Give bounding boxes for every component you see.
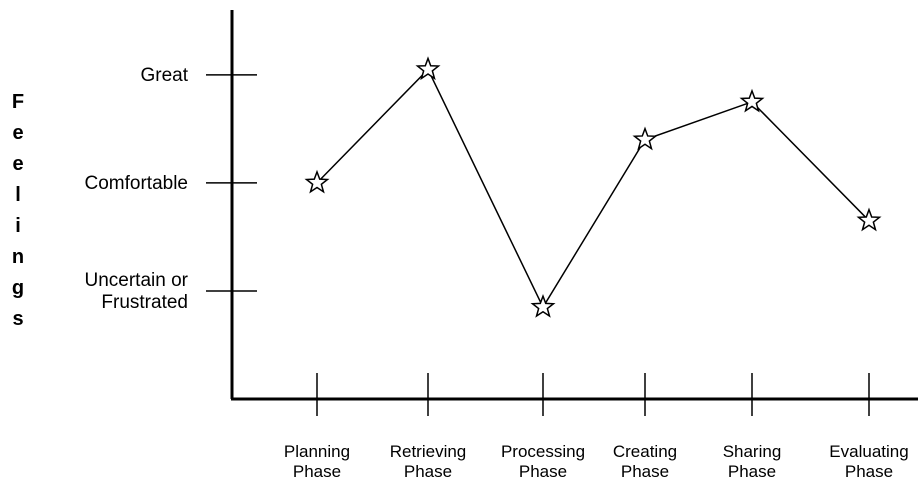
x-tick-label: Creating bbox=[613, 442, 677, 461]
axes bbox=[230, 10, 918, 401]
y-axis-label-letter: s bbox=[12, 308, 23, 330]
x-tick-label: Phase bbox=[621, 462, 669, 481]
data-point-star bbox=[304, 169, 330, 194]
y-axis-label-letter: e bbox=[12, 122, 23, 144]
y-axis-label-letter: F bbox=[12, 91, 24, 113]
y-axis-label-letter: n bbox=[12, 246, 24, 268]
y-tick-label: Great bbox=[140, 65, 188, 86]
x-axis-ticks: PlanningPhaseRetrievingPhaseProcessingPh… bbox=[284, 373, 909, 481]
y-axis-label-letter: i bbox=[15, 215, 21, 237]
y-axis-label-letter: g bbox=[12, 277, 24, 299]
y-tick-label: Frustrated bbox=[101, 292, 188, 313]
y-axis-label-letter: l bbox=[15, 184, 21, 206]
data-point-star bbox=[530, 293, 556, 318]
x-tick-label: Phase bbox=[728, 462, 776, 481]
x-tick-label: Retrieving bbox=[390, 442, 467, 461]
x-tick-label: Phase bbox=[519, 462, 567, 481]
x-tick-label: Phase bbox=[293, 462, 341, 481]
x-tick-label: Planning bbox=[284, 442, 350, 461]
y-axis-label-letter: e bbox=[12, 153, 23, 175]
x-tick-label: Phase bbox=[404, 462, 452, 481]
data-point-star bbox=[415, 56, 441, 81]
series-line bbox=[316, 68, 870, 309]
y-tick-label: Comfortable bbox=[85, 173, 189, 194]
x-tick-label: Sharing bbox=[723, 442, 782, 461]
data-point-star bbox=[739, 88, 765, 113]
series-feelings bbox=[304, 56, 882, 318]
x-tick-label: Phase bbox=[845, 462, 893, 481]
x-tick-label: Processing bbox=[501, 442, 585, 461]
x-tick-label: Evaluating bbox=[829, 442, 908, 461]
data-point-star bbox=[632, 126, 658, 151]
y-tick-label: Uncertain or bbox=[85, 270, 189, 291]
data-point-star bbox=[856, 207, 882, 232]
